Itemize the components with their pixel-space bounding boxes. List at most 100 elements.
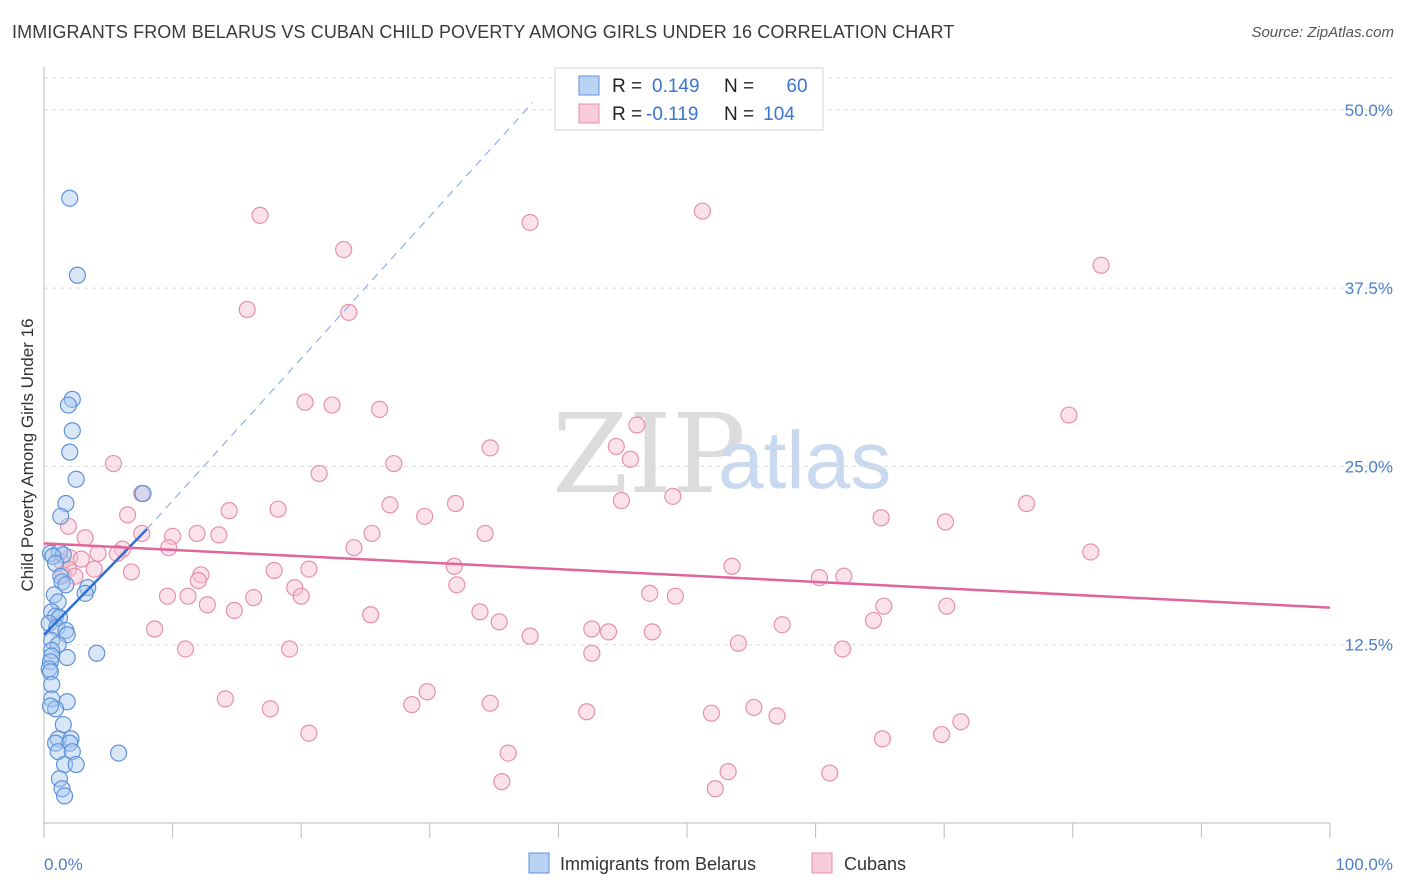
cubans-point [310,464,328,483]
cubans-point [643,623,661,641]
cubans-point [300,724,318,742]
stats-r-value-belarus: 0.149 [652,76,700,97]
gridlines [44,77,1392,646]
cubans-point [385,454,403,473]
cubans-point [145,620,164,638]
cubans-point [53,553,71,571]
cubans-point [445,557,463,575]
belarus-point [46,700,65,718]
cubans-point [723,557,741,575]
y-tick-label: 12.5% [1345,636,1393,655]
cubans-point [706,780,724,798]
cubans-point [499,744,517,762]
cubans-point [416,507,434,525]
cubans-point [476,524,494,543]
cubans-point [238,300,256,319]
stats-n-label-cubans: N = [724,104,754,125]
cubans-point [693,202,712,220]
cubans-point [340,303,358,321]
cubans-point [621,450,640,468]
cubans-point [108,544,126,563]
belarus-point [41,544,60,563]
belarus-point [50,770,69,788]
cubans-point [251,206,269,224]
cubans-point [745,698,763,717]
cubans-point [245,589,263,607]
belarus-point [61,443,79,461]
cubans-point [729,634,748,652]
cubans-point [773,616,791,634]
cubans-point [89,544,107,563]
chart-title: IMMIGRANTS FROM BELARUS VS CUBAN CHILD P… [12,22,955,42]
cubans-point [104,454,123,473]
cubans-point [578,703,596,721]
cubans-point [118,506,137,524]
belarus-point [67,755,85,774]
cubans-point [864,611,883,630]
trend-lines [43,102,1331,636]
cubans-point [936,513,955,531]
cubans-point [335,240,353,259]
cubans-point [220,502,238,520]
cubans-point [323,396,341,414]
cubans-point [176,640,195,658]
cubans-point [300,560,318,578]
y-tick-label: 50.0% [1345,101,1393,120]
cubans-point [296,393,314,411]
cubans-point [286,579,304,597]
stats-n-value-belarus: 60 [786,76,807,97]
cubans-point [261,700,279,718]
legend-label-cubans: Cubans [844,854,906,874]
cubans-point [719,763,737,781]
x-tick-labels: 0.0% 100.0% [44,855,1393,874]
belarus-point [68,266,87,284]
stats-r-value-cubans: -0.119 [646,104,698,125]
cubans-point [85,560,103,578]
cubans-point [521,627,539,645]
cubans-point [641,584,659,602]
belarus-point [109,744,128,762]
watermark-atlas: atlas [718,415,891,506]
y-axis-label: Child Poverty Among Girls Under 16 [18,318,37,591]
cubans-point [292,587,310,605]
cubans-point [265,561,283,580]
cubans-trend-line [43,542,1331,609]
stats-n-value-cubans: 104 [763,104,795,125]
cubans-point [481,439,499,457]
belarus-point [58,648,76,667]
stats-r-label-belarus: R = [612,76,642,97]
cubans-point [702,704,721,722]
cubans-point [583,644,601,662]
belarus-point [52,567,70,585]
cubans-point [873,730,892,748]
cubans-point [952,713,970,731]
cubans-point [666,587,685,605]
cubans-point [160,539,178,557]
stats-box-frame [554,67,824,131]
cubans-point [188,524,206,543]
cubans-point [1017,494,1036,513]
watermark-zip: ZIP [552,390,746,518]
belarus-point [52,507,70,525]
belarus-point [57,576,75,594]
cubans-points [53,202,1110,798]
watermark: ZIP atlas [552,390,891,518]
cubans-point [179,587,197,605]
cubans-point [612,492,631,510]
stats-swatch-cubans [578,103,600,124]
x-ticks [43,823,1331,838]
cubans-point [198,596,216,614]
belarus-point [63,422,81,440]
legend-label-belarus: Immigrants from Belarus [560,854,756,874]
belarus-point [46,554,65,572]
cubans-point [1060,406,1078,424]
belarus-trend-extension [146,102,534,530]
belarus-point [88,644,106,662]
cubans-point [938,597,956,615]
cubans-point [628,416,646,434]
cubans-point [490,613,508,631]
cubans-point [834,640,852,658]
cubans-point [281,640,299,658]
stats-box: R = 0.149 N = 60 R = -0.119 N = 104 [554,67,824,131]
